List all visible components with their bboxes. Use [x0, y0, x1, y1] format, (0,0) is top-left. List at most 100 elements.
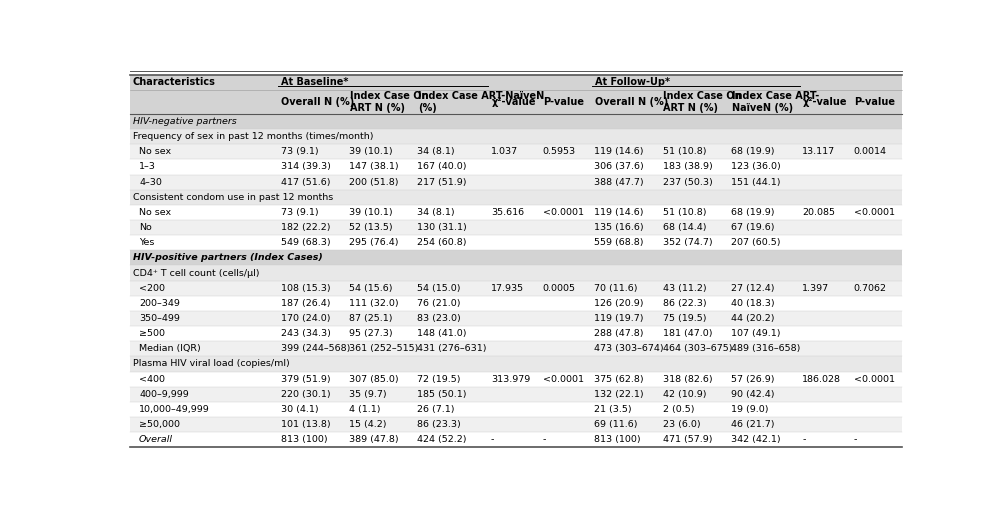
- Text: 123 (36.0): 123 (36.0): [731, 162, 781, 171]
- Text: 379 (51.9): 379 (51.9): [281, 375, 330, 384]
- Text: 17.935: 17.935: [491, 284, 524, 293]
- Text: 342 (42.1): 342 (42.1): [731, 435, 781, 444]
- Text: 220 (30.1): 220 (30.1): [281, 390, 330, 399]
- Text: 35.616: 35.616: [491, 208, 524, 217]
- Text: 119 (19.7): 119 (19.7): [595, 314, 644, 323]
- Text: 2 (0.5): 2 (0.5): [663, 405, 694, 414]
- Text: 108 (15.3): 108 (15.3): [281, 284, 330, 293]
- Bar: [130, 114, 901, 129]
- Text: 200–349: 200–349: [139, 299, 180, 308]
- Text: 95 (27.3): 95 (27.3): [349, 329, 392, 338]
- Text: 4 (1.1): 4 (1.1): [349, 405, 380, 414]
- Bar: [130, 387, 901, 402]
- Bar: [130, 432, 901, 447]
- Text: 68 (19.9): 68 (19.9): [731, 148, 775, 156]
- Text: At Follow-Up*: At Follow-Up*: [595, 77, 670, 87]
- Text: 21 (3.5): 21 (3.5): [595, 405, 632, 414]
- Text: 0.0005: 0.0005: [542, 284, 575, 293]
- Bar: [130, 250, 901, 266]
- Bar: [130, 159, 901, 174]
- Text: HIV-positive partners (Index Cases): HIV-positive partners (Index Cases): [133, 254, 323, 263]
- Text: ≥500: ≥500: [139, 329, 165, 338]
- Text: 20.085: 20.085: [802, 208, 835, 217]
- Bar: [130, 90, 901, 114]
- Text: 489 (316–658): 489 (316–658): [731, 344, 801, 353]
- Text: 471 (57.9): 471 (57.9): [663, 435, 712, 444]
- Text: At Baseline*: At Baseline*: [282, 77, 349, 87]
- Text: 42 (10.9): 42 (10.9): [663, 390, 706, 399]
- Text: 40 (18.3): 40 (18.3): [731, 299, 775, 308]
- Text: 1.397: 1.397: [802, 284, 829, 293]
- Text: 30 (4.1): 30 (4.1): [281, 405, 318, 414]
- Text: 186.028: 186.028: [802, 375, 841, 384]
- Text: 200 (51.8): 200 (51.8): [349, 177, 398, 187]
- Text: 101 (13.8): 101 (13.8): [281, 420, 330, 429]
- Text: 147 (38.1): 147 (38.1): [349, 162, 398, 171]
- Text: 87 (25.1): 87 (25.1): [349, 314, 392, 323]
- Text: 0.0014: 0.0014: [854, 148, 886, 156]
- Text: 39 (10.1): 39 (10.1): [349, 208, 392, 217]
- Text: 314 (39.3): 314 (39.3): [281, 162, 330, 171]
- Text: 295 (76.4): 295 (76.4): [349, 238, 398, 247]
- Text: Index Case On
ART N (%): Index Case On ART N (%): [350, 91, 429, 113]
- Text: P-value: P-value: [543, 97, 584, 107]
- Text: 400–9,999: 400–9,999: [139, 390, 189, 399]
- Text: 54 (15.0): 54 (15.0): [417, 284, 461, 293]
- Text: 306 (37.6): 306 (37.6): [595, 162, 644, 171]
- Text: Overall: Overall: [139, 435, 173, 444]
- Text: 813 (100): 813 (100): [595, 435, 641, 444]
- Text: <200: <200: [139, 284, 165, 293]
- Text: 237 (50.3): 237 (50.3): [663, 177, 712, 187]
- Text: 813 (100): 813 (100): [281, 435, 327, 444]
- Bar: [130, 144, 901, 159]
- Bar: [130, 280, 901, 296]
- Text: HIV-negative partners: HIV-negative partners: [133, 117, 236, 126]
- Text: 19 (9.0): 19 (9.0): [731, 405, 769, 414]
- Bar: [130, 356, 901, 372]
- Text: No sex: No sex: [139, 208, 171, 217]
- Text: 313.979: 313.979: [491, 375, 530, 384]
- Text: 51 (10.8): 51 (10.8): [663, 208, 706, 217]
- Text: 167 (40.0): 167 (40.0): [417, 162, 467, 171]
- Text: ≥50,000: ≥50,000: [139, 420, 180, 429]
- Bar: [130, 75, 901, 90]
- Text: Overall N (%): Overall N (%): [595, 97, 668, 107]
- Text: 1.037: 1.037: [491, 148, 518, 156]
- Text: Index Case ART-
NaïveN (%): Index Case ART- NaïveN (%): [732, 91, 819, 113]
- Text: 76 (21.0): 76 (21.0): [417, 299, 461, 308]
- Text: Consistent condom use in past 12 months: Consistent condom use in past 12 months: [133, 193, 333, 202]
- Text: Plasma HIV viral load (copies/ml): Plasma HIV viral load (copies/ml): [133, 359, 290, 369]
- Text: 126 (20.9): 126 (20.9): [595, 299, 644, 308]
- Text: Frequency of sex in past 12 months (times/month): Frequency of sex in past 12 months (time…: [133, 132, 373, 141]
- Text: 52 (13.5): 52 (13.5): [349, 223, 392, 232]
- Text: 73 (9.1): 73 (9.1): [281, 208, 318, 217]
- Text: 135 (16.6): 135 (16.6): [595, 223, 644, 232]
- Bar: [130, 311, 901, 326]
- Text: 72 (19.5): 72 (19.5): [417, 375, 461, 384]
- Bar: [130, 402, 901, 417]
- Text: 352 (74.7): 352 (74.7): [663, 238, 712, 247]
- Bar: [130, 235, 901, 250]
- Text: 39 (10.1): 39 (10.1): [349, 148, 392, 156]
- Text: 217 (51.9): 217 (51.9): [417, 177, 467, 187]
- Text: 182 (22.2): 182 (22.2): [281, 223, 330, 232]
- Text: 361 (252–515): 361 (252–515): [349, 344, 418, 353]
- Bar: [130, 190, 901, 205]
- Bar: [130, 326, 901, 341]
- Text: 43 (11.2): 43 (11.2): [663, 284, 706, 293]
- Text: Yes: Yes: [139, 238, 154, 247]
- Text: 307 (85.0): 307 (85.0): [349, 375, 398, 384]
- Bar: [130, 205, 901, 220]
- Text: 424 (52.2): 424 (52.2): [417, 435, 467, 444]
- Text: 388 (47.7): 388 (47.7): [595, 177, 644, 187]
- Text: 4–30: 4–30: [139, 177, 162, 187]
- Text: 389 (47.8): 389 (47.8): [349, 435, 398, 444]
- Text: 0.7062: 0.7062: [854, 284, 886, 293]
- Text: 90 (42.4): 90 (42.4): [731, 390, 775, 399]
- Text: 10,000–49,999: 10,000–49,999: [139, 405, 210, 414]
- Text: 549 (68.3): 549 (68.3): [281, 238, 330, 247]
- Text: -: -: [542, 435, 546, 444]
- Text: 68 (14.4): 68 (14.4): [663, 223, 706, 232]
- Text: 0.5953: 0.5953: [542, 148, 575, 156]
- Text: 26 (7.1): 26 (7.1): [417, 405, 455, 414]
